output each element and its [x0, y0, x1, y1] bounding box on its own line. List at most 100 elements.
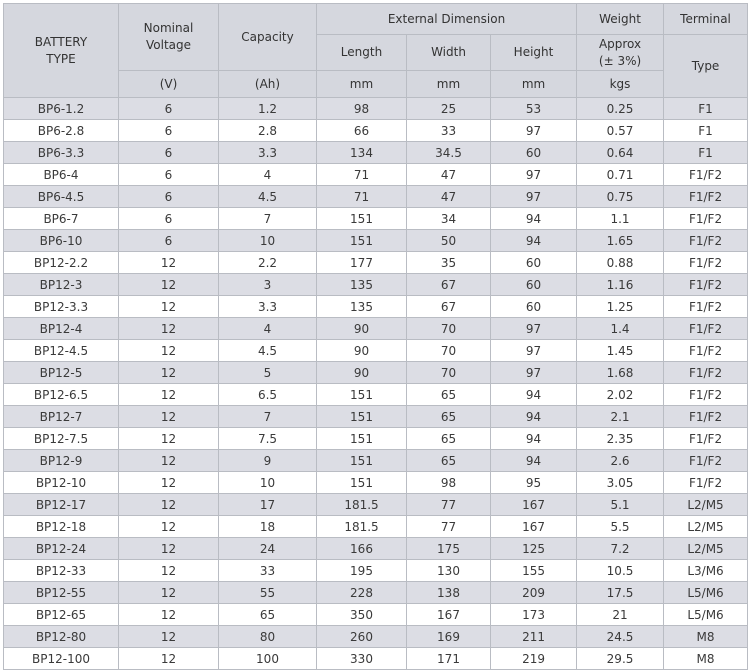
cell-terminal-type: L2/M5 — [663, 515, 749, 538]
cell-terminal-type: F1/F2 — [663, 449, 749, 472]
table-row: BP12-18 12 18 181.5 77 167 5.5 L2/M5 — [3, 515, 749, 538]
cell-height: 94 — [489, 207, 578, 230]
table-row: BP6-7 6 7 151 34 94 1.1 F1/F2 — [3, 207, 749, 230]
cell-nominal-voltage: 12 — [118, 317, 219, 340]
cell-battery-type: BP12-33 — [3, 559, 119, 582]
cell-length: 90 — [316, 339, 407, 362]
cell-nominal-voltage: 12 — [118, 537, 219, 560]
cell-length: 350 — [316, 603, 407, 626]
header-capacity: Capacity — [218, 3, 317, 71]
cell-weight: 0.75 — [576, 185, 665, 208]
cell-capacity: 4.5 — [218, 185, 317, 208]
header-weight: Weight — [576, 3, 665, 35]
cell-battery-type: BP12-80 — [3, 625, 119, 648]
table-row: BP12-55 12 55 228 138 209 17.5 L5/M6 — [3, 581, 749, 604]
cell-terminal-type: L2/M5 — [663, 537, 749, 560]
cell-capacity: 3 — [218, 273, 317, 296]
cell-length: 260 — [316, 625, 407, 648]
cell-capacity: 5 — [218, 361, 317, 384]
cell-weight: 21 — [576, 603, 665, 626]
cell-weight: 2.35 — [576, 427, 665, 450]
cell-battery-type: BP12-55 — [3, 581, 119, 604]
cell-terminal-type: L5/M6 — [663, 603, 749, 626]
cell-width: 34 — [406, 207, 491, 230]
cell-length: 135 — [316, 273, 407, 296]
cell-terminal-type: L3/M6 — [663, 559, 749, 582]
cell-height: 94 — [489, 427, 578, 450]
cell-width: 67 — [406, 295, 491, 318]
cell-terminal-type: L2/M5 — [663, 493, 749, 516]
table-row: BP12-3 12 3 135 67 60 1.16 F1/F2 — [3, 273, 749, 296]
unit-weight: kgs — [576, 70, 665, 98]
cell-width: 77 — [406, 493, 491, 516]
header-length: Length — [316, 34, 407, 71]
cell-height: 94 — [489, 229, 578, 252]
table-row: BP12-100 12 100 330 171 219 29.5 M8 — [3, 647, 749, 670]
cell-nominal-voltage: 12 — [118, 625, 219, 648]
cell-battery-type: BP12-3 — [3, 273, 119, 296]
cell-length: 181.5 — [316, 493, 407, 516]
cell-terminal-type: F1 — [663, 119, 749, 142]
cell-nominal-voltage: 12 — [118, 449, 219, 472]
cell-capacity: 7.5 — [218, 427, 317, 450]
cell-width: 70 — [406, 361, 491, 384]
cell-nominal-voltage: 12 — [118, 251, 219, 274]
cell-weight: 2.6 — [576, 449, 665, 472]
cell-battery-type: BP12-7 — [3, 405, 119, 428]
cell-battery-type: BP12-7.5 — [3, 427, 119, 450]
cell-capacity: 2.8 — [218, 119, 317, 142]
header-battery-type-line2: TYPE — [46, 51, 76, 66]
cell-weight: 0.64 — [576, 141, 665, 164]
cell-width: 98 — [406, 471, 491, 494]
table-row: BP12-5 12 5 90 70 97 1.68 F1/F2 — [3, 361, 749, 384]
cell-height: 60 — [489, 251, 578, 274]
table-row: BP12-4 12 4 90 70 97 1.4 F1/F2 — [3, 317, 749, 340]
cell-length: 151 — [316, 229, 407, 252]
cell-battery-type: BP12-4.5 — [3, 339, 119, 362]
cell-nominal-voltage: 6 — [118, 141, 219, 164]
table-row: BP12-2.2 12 2.2 177 35 60 0.88 F1/F2 — [3, 251, 749, 274]
table-row: BP12-6.5 12 6.5 151 65 94 2.02 F1/F2 — [3, 383, 749, 406]
cell-battery-type: BP12-9 — [3, 449, 119, 472]
cell-width: 138 — [406, 581, 491, 604]
cell-battery-type: BP12-24 — [3, 537, 119, 560]
cell-capacity: 18 — [218, 515, 317, 538]
cell-capacity: 65 — [218, 603, 317, 626]
table-row: BP12-9 12 9 151 65 94 2.6 F1/F2 — [3, 449, 749, 472]
cell-height: 97 — [489, 317, 578, 340]
cell-length: 151 — [316, 449, 407, 472]
cell-width: 70 — [406, 339, 491, 362]
cell-length: 151 — [316, 207, 407, 230]
cell-nominal-voltage: 12 — [118, 471, 219, 494]
battery-spec-table-container: BATTERY TYPE Nominal Voltage Capacity Ex… — [3, 3, 749, 670]
cell-capacity: 7 — [218, 207, 317, 230]
cell-weight: 1.16 — [576, 273, 665, 296]
cell-nominal-voltage: 6 — [118, 119, 219, 142]
cell-weight: 0.57 — [576, 119, 665, 142]
cell-terminal-type: F1/F2 — [663, 185, 749, 208]
cell-height: 60 — [489, 141, 578, 164]
cell-width: 171 — [406, 647, 491, 670]
header-terminal: Terminal — [663, 3, 749, 35]
cell-terminal-type: F1/F2 — [663, 427, 749, 450]
table-row: BP12-65 12 65 350 167 173 21 L5/M6 — [3, 603, 749, 626]
cell-height: 155 — [489, 559, 578, 582]
cell-height: 97 — [489, 361, 578, 384]
cell-capacity: 100 — [218, 647, 317, 670]
cell-height: 53 — [489, 97, 578, 120]
cell-length: 71 — [316, 185, 407, 208]
cell-weight: 1.68 — [576, 361, 665, 384]
cell-nominal-voltage: 12 — [118, 427, 219, 450]
cell-weight: 17.5 — [576, 581, 665, 604]
cell-width: 50 — [406, 229, 491, 252]
header-nominal-voltage: Nominal Voltage — [118, 3, 219, 71]
cell-nominal-voltage: 12 — [118, 493, 219, 516]
cell-height: 60 — [489, 273, 578, 296]
cell-battery-type: BP12-2.2 — [3, 251, 119, 274]
cell-width: 35 — [406, 251, 491, 274]
unit-width: mm — [406, 70, 491, 98]
cell-height: 94 — [489, 449, 578, 472]
cell-length: 90 — [316, 361, 407, 384]
cell-weight: 5.1 — [576, 493, 665, 516]
table-row: BP6-4.5 6 4.5 71 47 97 0.75 F1/F2 — [3, 185, 749, 208]
